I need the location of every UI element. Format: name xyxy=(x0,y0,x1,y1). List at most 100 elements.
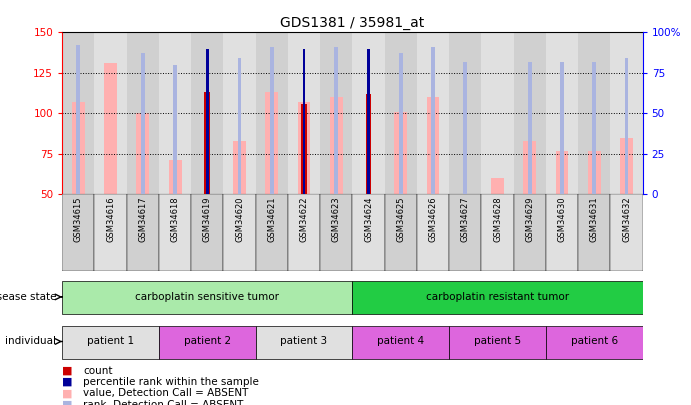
Title: GDS1381 / 35981_at: GDS1381 / 35981_at xyxy=(281,16,424,30)
Text: GSM34626: GSM34626 xyxy=(428,197,437,242)
Bar xyxy=(288,32,320,194)
Bar xyxy=(523,141,536,194)
Text: GSM34627: GSM34627 xyxy=(461,197,470,242)
Bar xyxy=(592,62,596,194)
Bar xyxy=(556,151,569,194)
Bar xyxy=(95,32,126,194)
Text: patient 1: patient 1 xyxy=(87,337,134,347)
Bar xyxy=(320,32,352,194)
Bar xyxy=(173,65,177,194)
Bar xyxy=(62,32,95,194)
Bar xyxy=(385,32,417,194)
Bar xyxy=(223,32,256,194)
Bar xyxy=(191,194,223,271)
Bar xyxy=(482,194,513,271)
Text: patient 2: patient 2 xyxy=(184,337,231,347)
Bar xyxy=(141,53,144,194)
Bar xyxy=(159,194,191,271)
Bar xyxy=(449,32,482,194)
Bar xyxy=(159,326,256,359)
Text: GSM34623: GSM34623 xyxy=(332,197,341,242)
Bar xyxy=(578,194,610,271)
Text: patient 3: patient 3 xyxy=(281,337,328,347)
Bar xyxy=(417,194,449,271)
Bar xyxy=(62,281,352,314)
Bar xyxy=(206,49,209,194)
Text: value, Detection Call = ABSENT: value, Detection Call = ABSENT xyxy=(83,388,248,398)
Bar xyxy=(223,194,256,271)
Bar xyxy=(191,32,223,194)
Text: GSM34624: GSM34624 xyxy=(364,197,373,242)
Bar xyxy=(352,326,449,359)
Bar xyxy=(449,326,546,359)
Bar xyxy=(620,138,633,194)
Text: ■: ■ xyxy=(62,388,73,398)
Bar xyxy=(426,97,439,194)
Text: rank, Detection Call = ABSENT: rank, Detection Call = ABSENT xyxy=(83,400,243,405)
Text: GSM34619: GSM34619 xyxy=(202,197,212,242)
Bar xyxy=(104,63,117,194)
Bar xyxy=(491,178,504,194)
Bar xyxy=(159,32,191,194)
Text: GSM34631: GSM34631 xyxy=(589,197,599,242)
Text: count: count xyxy=(83,366,113,375)
Bar xyxy=(578,32,610,194)
Text: ■: ■ xyxy=(62,366,73,375)
Bar xyxy=(546,32,578,194)
Text: GSM34629: GSM34629 xyxy=(525,197,534,242)
Bar xyxy=(528,62,531,194)
Bar xyxy=(513,194,546,271)
Bar xyxy=(385,194,417,271)
Bar xyxy=(72,102,85,194)
Bar xyxy=(303,49,305,194)
Bar xyxy=(560,62,564,194)
Text: GSM34618: GSM34618 xyxy=(171,197,180,242)
Bar xyxy=(233,141,246,194)
Bar xyxy=(126,32,159,194)
Bar xyxy=(95,194,126,271)
Bar xyxy=(431,47,435,194)
Bar xyxy=(546,194,578,271)
Bar xyxy=(334,47,338,194)
Bar xyxy=(352,194,385,271)
Text: GSM34628: GSM34628 xyxy=(493,197,502,242)
Text: GSM34617: GSM34617 xyxy=(138,197,147,242)
Bar xyxy=(205,92,210,194)
Bar xyxy=(256,32,288,194)
Bar xyxy=(126,194,159,271)
Text: individual: individual xyxy=(6,337,57,347)
Bar xyxy=(352,32,385,194)
Bar xyxy=(169,160,182,194)
Bar xyxy=(513,32,546,194)
Bar xyxy=(301,104,307,194)
Bar xyxy=(62,326,159,359)
Text: carboplatin resistant tumor: carboplatin resistant tumor xyxy=(426,292,569,302)
Bar xyxy=(265,92,278,194)
Text: disease state: disease state xyxy=(0,292,57,302)
Bar xyxy=(588,151,600,194)
Bar xyxy=(395,112,407,194)
Bar xyxy=(610,194,643,271)
Bar xyxy=(256,194,288,271)
Bar xyxy=(367,49,370,194)
Bar xyxy=(366,94,372,194)
Text: GSM34622: GSM34622 xyxy=(299,197,309,242)
Bar xyxy=(238,58,241,194)
Bar xyxy=(625,58,628,194)
Bar xyxy=(270,47,274,194)
Text: GSM34615: GSM34615 xyxy=(74,197,83,242)
Bar xyxy=(62,194,95,271)
Bar xyxy=(298,102,310,194)
Bar xyxy=(449,194,482,271)
Bar xyxy=(288,194,320,271)
Text: GSM34632: GSM34632 xyxy=(622,197,631,242)
Text: GSM34625: GSM34625 xyxy=(396,197,406,242)
Bar xyxy=(417,32,449,194)
Bar xyxy=(330,97,343,194)
Text: percentile rank within the sample: percentile rank within the sample xyxy=(83,377,259,387)
Text: ■: ■ xyxy=(62,400,73,405)
Bar xyxy=(399,53,403,194)
Text: GSM34616: GSM34616 xyxy=(106,197,115,242)
Text: GSM34630: GSM34630 xyxy=(558,197,567,242)
Bar xyxy=(352,281,643,314)
